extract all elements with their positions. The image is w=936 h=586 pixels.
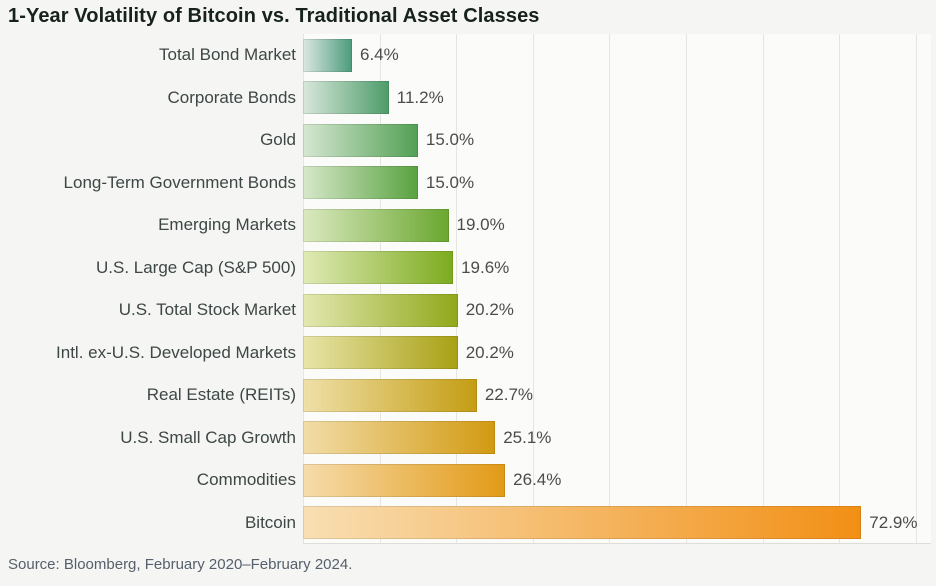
bar-area: 19.6%	[303, 251, 931, 285]
chart-row: Commodities 26.4%	[0, 459, 936, 502]
category-label: Commodities	[196, 470, 296, 490]
gridline	[762, 34, 764, 543]
gridline	[915, 34, 917, 543]
bar-area: 6.4%	[303, 38, 931, 72]
bar	[303, 378, 477, 412]
category-label: Long-Term Government Bonds	[63, 172, 296, 192]
chart-row: Total Bond Market 6.4%	[0, 34, 936, 77]
value-label: 6.4%	[360, 45, 399, 65]
category-label: U.S. Small Cap Growth	[120, 427, 296, 447]
category-label: Total Bond Market	[158, 45, 296, 65]
chart-row: Emerging Markets 19.0%	[0, 204, 936, 247]
chart-row: Long-Term Government Bonds 15.0%	[0, 162, 936, 205]
chart-rows: Total Bond Market 6.4% Corporate Bonds 1…	[0, 34, 936, 544]
bar	[303, 506, 862, 540]
bar	[303, 251, 454, 285]
value-label: 25.1%	[503, 427, 552, 447]
bar-area: 19.0%	[303, 208, 931, 242]
bar	[303, 463, 506, 497]
bar-area: 11.2%	[303, 81, 931, 115]
gridline	[839, 34, 841, 543]
bar	[303, 293, 458, 327]
bar	[303, 166, 418, 200]
value-label: 15.0%	[425, 172, 475, 192]
value-label: 20.2%	[465, 300, 514, 320]
chart-row: U.S. Large Cap (S&P 500) 19.6%	[0, 247, 936, 290]
gridline	[532, 34, 534, 543]
bar	[303, 123, 418, 157]
bar	[303, 81, 389, 115]
chart-row: U.S. Small Cap Growth 25.1%	[0, 417, 936, 460]
category-label: Emerging Markets	[158, 215, 296, 235]
bar-area: 20.2%	[303, 336, 931, 370]
value-label: 22.7%	[484, 385, 534, 405]
plot-area	[303, 34, 931, 544]
category-label: U.S. Large Cap (S&P 500)	[95, 257, 296, 277]
category-label: Bitcoin	[244, 512, 296, 532]
chart-row: Gold 15.0%	[0, 119, 936, 162]
chart-title: 1-Year Volatility of Bitcoin vs. Traditi…	[8, 5, 540, 27]
bar	[303, 208, 449, 242]
category-label: Intl. ex-U.S. Developed Markets	[56, 342, 296, 362]
bar-area: 15.0%	[303, 166, 931, 200]
value-label: 20.2%	[465, 342, 514, 362]
chart-row: U.S. Total Stock Market 20.2%	[0, 289, 936, 332]
bar	[303, 38, 352, 72]
value-label: 19.0%	[456, 215, 505, 235]
chart-row: Real Estate (REITs) 22.7%	[0, 374, 936, 417]
gridline	[685, 34, 687, 543]
bar	[303, 336, 458, 370]
value-label: 11.2%	[396, 87, 444, 107]
category-label: U.S. Total Stock Market	[118, 300, 296, 320]
bar	[303, 421, 496, 455]
value-label: 26.4%	[513, 470, 562, 490]
gridline	[609, 34, 611, 543]
value-label: 72.9%	[869, 512, 918, 532]
category-label: Real Estate (REITs)	[146, 385, 296, 405]
category-label: Gold	[260, 130, 296, 150]
gridline	[379, 34, 381, 543]
value-label: 15.0%	[425, 130, 475, 150]
gridline	[456, 34, 458, 543]
source-note: Source: Bloomberg, February 2020–Februar…	[8, 556, 353, 573]
bar-area: 22.7%	[303, 378, 931, 412]
chart-row: Corporate Bonds 11.2%	[0, 77, 936, 120]
bar-area: 20.2%	[303, 293, 931, 327]
chart-row: Bitcoin 72.9%	[0, 502, 936, 545]
gridline	[303, 34, 304, 543]
category-label: Corporate Bonds	[167, 87, 296, 107]
chart-plot: Total Bond Market 6.4% Corporate Bonds 1…	[0, 34, 936, 544]
bar-area: 15.0%	[303, 123, 931, 157]
chart-row: Intl. ex-U.S. Developed Markets 20.2%	[0, 332, 936, 375]
value-label: 19.6%	[461, 257, 510, 277]
bar-area: 72.9%	[303, 506, 931, 540]
bar-area: 25.1%	[303, 421, 931, 455]
bar-area: 26.4%	[303, 463, 931, 497]
